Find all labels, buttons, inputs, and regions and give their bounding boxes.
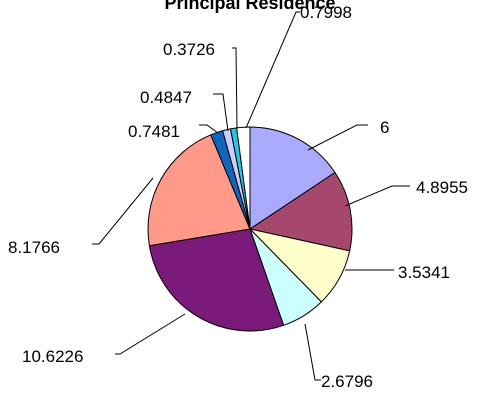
leader-line [199, 124, 219, 134]
data-label: 6 [380, 118, 389, 137]
data-label: 0.4847 [140, 88, 192, 107]
leader-line [307, 124, 368, 151]
pie-slice [148, 228, 285, 332]
pie-slice [248, 171, 353, 252]
chart-title: Principal Residence [164, 0, 335, 13]
data-label: 3.5341 [398, 263, 450, 282]
leader-line [245, 11, 300, 129]
leader-line [115, 313, 186, 355]
leader-line [344, 185, 410, 207]
leader-line [213, 93, 229, 132]
pie-slices [147, 126, 353, 332]
data-label: 4.8955 [416, 178, 468, 197]
data-label: 0.7481 [128, 122, 180, 141]
leader-lines [92, 11, 410, 381]
data-label: 2.6796 [321, 372, 373, 391]
data-labels: 6 4.8955 3.5341 2.6796 10.6226 8.1766 0.7481 0.… [8, 3, 468, 391]
pie-slice [147, 134, 251, 247]
data-label: 0.3726 [163, 40, 215, 59]
leader-line [92, 177, 154, 245]
leader-line [232, 47, 238, 129]
leader-line [304, 323, 321, 381]
data-label: 0.7998 [300, 3, 352, 22]
data-label: 8.1766 [8, 238, 60, 257]
pie-slice [249, 126, 336, 230]
data-label: 10.6226 [22, 347, 83, 366]
